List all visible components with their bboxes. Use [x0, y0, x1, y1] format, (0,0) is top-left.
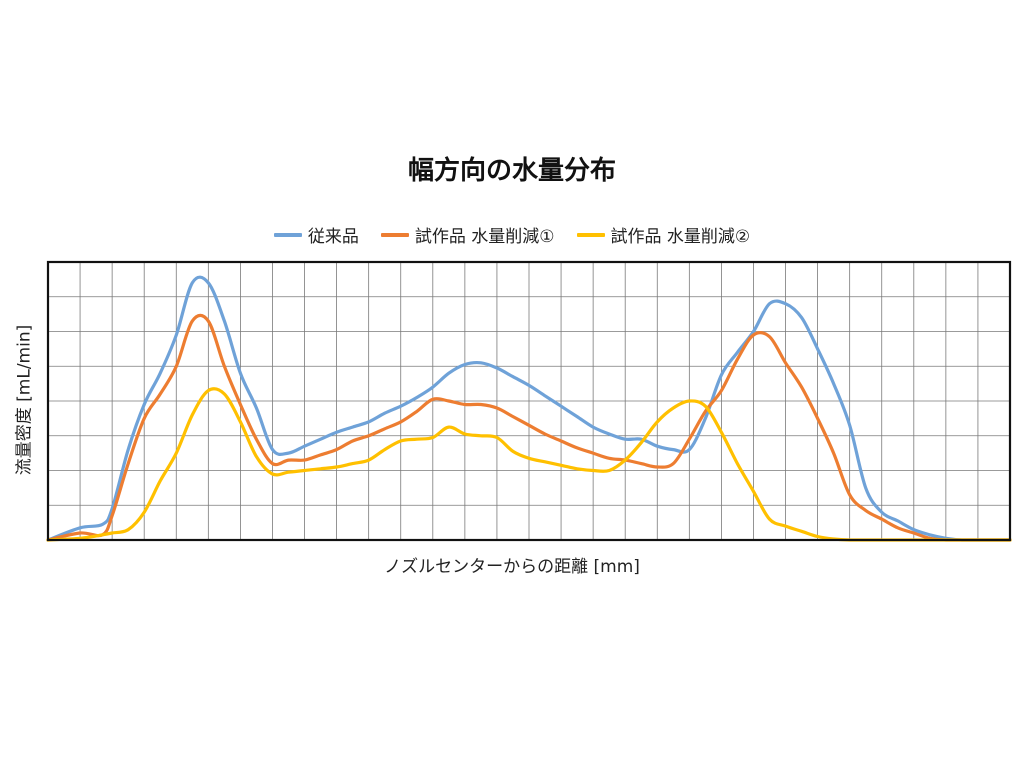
legend: 従来品 試作品 水量削減① 試作品 水量削減② [0, 222, 1024, 247]
legend-item-series-0[interactable]: 従来品 [273, 222, 359, 247]
legend-swatch-2 [576, 232, 605, 237]
chart-title: 幅方向の水量分布 [407, 156, 616, 186]
x-axis-label: ノズルセンターからの距離 [mm] [384, 557, 640, 577]
series-line-1 [46, 313, 1012, 542]
series-line-0 [46, 275, 1012, 542]
legend-swatch-1 [380, 232, 409, 237]
legend-item-series-1[interactable]: 試作品 水量削減① [380, 222, 555, 247]
legend-item-series-2[interactable]: 試作品 水量削減② [576, 222, 751, 247]
legend-label-1: 試作品 水量削減① [414, 227, 555, 247]
legend-label-2: 試作品 水量削減② [610, 227, 751, 247]
plot-border [46, 260, 1012, 542]
legend-swatch-0 [273, 232, 302, 237]
legend-label-0: 従来品 [307, 227, 359, 247]
